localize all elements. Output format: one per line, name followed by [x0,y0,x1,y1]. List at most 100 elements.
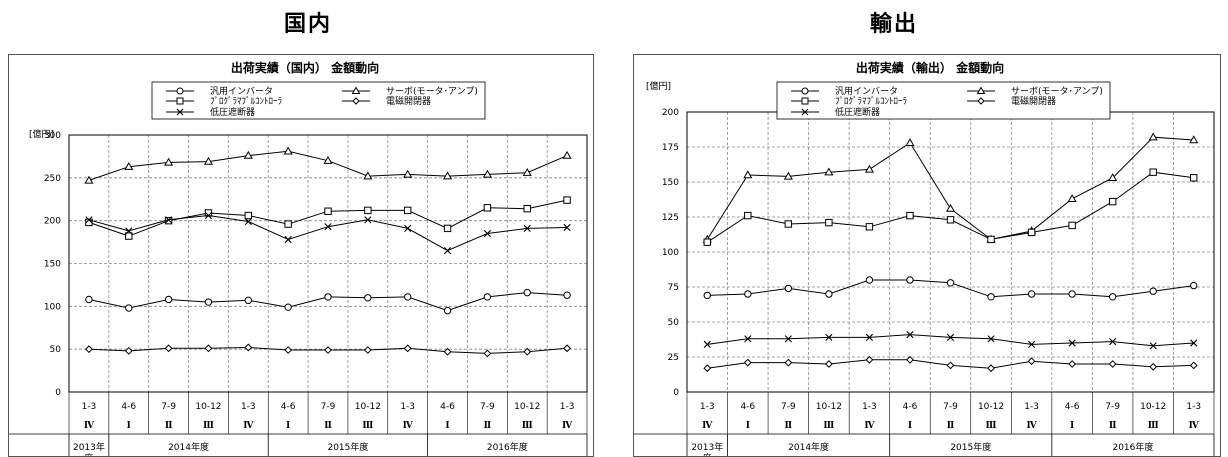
chart-title: 出荷実績（輸出） 金額動向 [856,60,1004,75]
legend-label: 低圧遮断器 [210,106,255,118]
legend-marker-square [801,97,809,105]
data-point-x [1027,340,1036,348]
legend-marker-square [176,97,184,105]
data-point-square [443,224,452,233]
data-point-diamond [483,349,492,358]
data-point-triangle [562,150,572,159]
chart-panel-export: 出荷実績（輸出） 金額動向 [億円] 0 25 50 75 100 125 150 175 200 1… [633,54,1221,457]
y-tick-label: 75 [668,283,679,293]
x-tick-label-quarter: Ⅲ [362,421,373,431]
data-point-square [523,204,531,213]
y-tick-label: 250 [44,174,61,184]
legend-label: サーボ(モータ･アンプ) [386,86,478,97]
data-point-circle [403,293,412,301]
data-point-circle [1068,290,1076,298]
data-point-square [1190,174,1198,182]
legend-marker-triangle [976,86,986,94]
data-point-circle [125,304,133,312]
data-point-circle [324,293,332,301]
legend-marker-triangle [351,86,361,94]
data-point-x [825,333,833,341]
y-tick-label: 200 [662,108,679,118]
data-point-square [1108,197,1117,206]
x-tick-label-months: 10-12 [195,402,221,412]
data-point-square [865,223,874,231]
data-point-circle [1027,290,1036,298]
x-tick-label-quarter: Ⅱ [1109,421,1117,431]
data-point-circle [244,296,253,305]
data-point-diamond [1068,360,1077,368]
x-tick-label-months: 7-9 [161,402,176,412]
data-point-circle [284,303,292,311]
data-point-x [125,227,133,235]
y-tick-label: 100 [44,302,61,312]
y-tick-label: 200 [44,217,61,227]
data-point-diamond [743,358,752,367]
data-point-diamond [865,355,874,364]
data-point-triangle [164,157,174,166]
data-point-diamond [443,347,452,356]
legend-marker-diamond [977,97,985,105]
data-point-diamond [1189,361,1198,370]
data-point-circle [523,288,531,297]
data-point-triangle [783,171,793,180]
data-point-x [906,331,914,339]
data-point-diamond [85,345,93,354]
data-point-square [364,206,372,215]
data-point-diamond [124,346,133,355]
x-tick-label-months: 1-3 [241,402,256,412]
x-tick-label-months: 1-3 [862,402,877,412]
x-tick-label-quarter: Ⅳ [864,421,875,431]
data-point-diamond [703,364,712,373]
legend-label: 電磁開閉器 [1011,95,1056,107]
legend-label: サーボ(モータ･アンプ) [1011,86,1103,97]
x-tick-label-months: 10-12 [355,402,381,412]
data-point-x [1149,342,1157,350]
data-point-triangle [482,169,492,178]
data-point-triangle [864,164,874,173]
data-point-triangle [442,171,453,180]
x-tick-label-months: 10-12 [514,402,540,412]
data-point-diamond [1027,357,1036,366]
x-tick-label-quarter: Ⅲ [1148,421,1159,431]
data-point-square [1068,221,1076,230]
data-point-circle [784,284,793,293]
fiscal-year-label: 2014年度 [168,441,209,453]
x-tick-label-months: 7-9 [781,402,796,412]
data-point-square [403,206,412,215]
x-tick-label-months: 1-3 [560,402,575,412]
fiscal-year-label: 2016年度 [487,441,528,453]
data-point-square [946,216,955,224]
data-point-x [85,216,93,224]
data-point-x [1068,339,1076,347]
series-line-triangle [88,150,568,181]
series-line-triangle [706,136,1194,240]
y-tick-label: 150 [662,178,679,188]
y-axis-unit: [億円] [29,128,54,140]
data-point-square [987,235,995,244]
data-point-diamond [363,346,372,354]
data-point-circle [364,294,372,302]
data-point-circle [164,295,173,304]
data-point-square [324,207,332,215]
x-tick-label-months: 7-9 [943,402,958,412]
x-tick-label-months: 4-6 [903,402,918,412]
data-point-x [483,229,491,238]
y-tick-label: 125 [662,213,679,223]
data-point-diamond [164,344,173,353]
x-tick-label-months: 4-6 [440,402,455,412]
data-point-square [284,220,292,228]
x-tick-label-quarter: Ⅳ [84,421,95,431]
data-point-triangle [363,171,373,180]
x-tick-label-quarter: Ⅰ [286,421,290,431]
legend-label: ﾌﾟﾛｸﾞﾗﾏﾌﾞﾙｺﾝﾄﾛｰﾗ [210,96,282,107]
fiscal-year-label: 度 [84,452,93,457]
data-point-diamond [204,344,213,353]
data-point-square [563,196,571,204]
heading-domestic: 国内 [283,12,332,37]
series-line-x [707,334,1194,347]
y-tick-label: 0 [55,388,61,398]
data-point-diamond [1149,362,1158,371]
fiscal-year-label: 2015年度 [327,441,368,453]
data-point-triangle [945,203,956,212]
